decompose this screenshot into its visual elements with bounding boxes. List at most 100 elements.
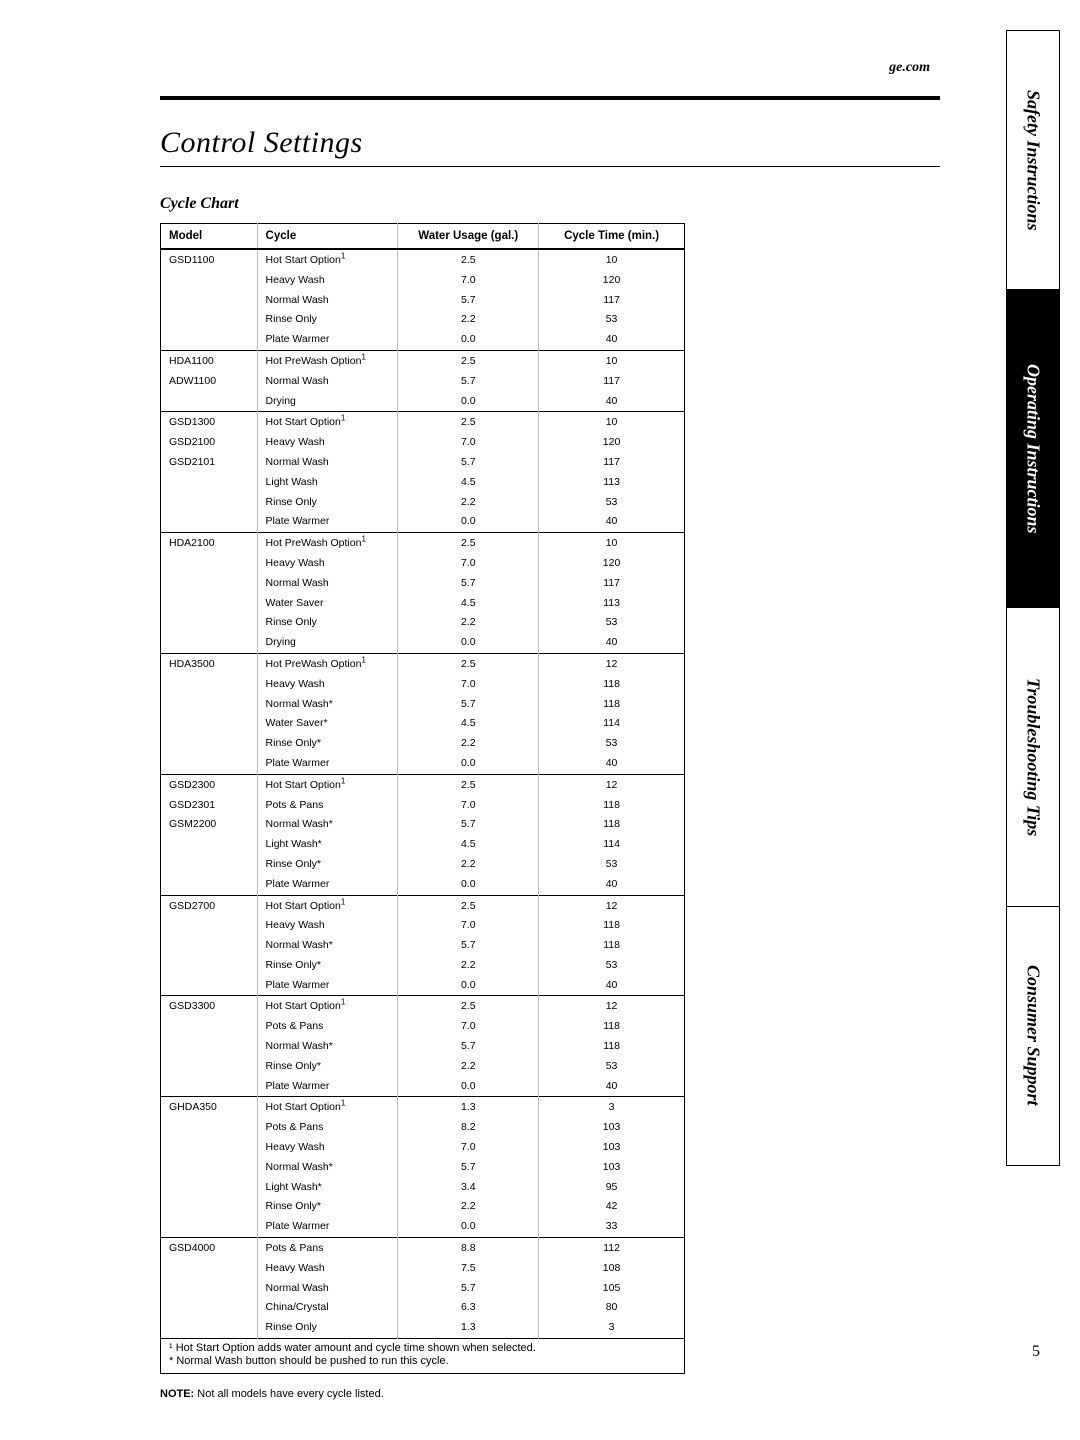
cell-model — [161, 754, 258, 774]
cell-time: 118 — [539, 815, 685, 835]
rule-thin — [160, 166, 940, 167]
cell-cycle: Rinse Only — [257, 613, 398, 633]
table-row: Normal Wash5.7117 — [161, 291, 685, 311]
table-row: Normal Wash*5.7103 — [161, 1158, 685, 1178]
cell-time: 10 — [539, 533, 685, 554]
cell-water: 5.7 — [398, 1037, 539, 1057]
cell-model: GSD4000 — [161, 1238, 258, 1259]
cell-water: 0.0 — [398, 633, 539, 653]
cell-time: 95 — [539, 1178, 685, 1198]
cell-water: 4.5 — [398, 473, 539, 493]
cell-model — [161, 613, 258, 633]
table-row: GSD2101Normal Wash5.7117 — [161, 453, 685, 473]
side-tab[interactable]: Troubleshooting Tips — [1006, 607, 1060, 907]
cell-time: 103 — [539, 1118, 685, 1138]
cell-model: ADW1100 — [161, 372, 258, 392]
table-row: GSD1300Hot Start Option12.510 — [161, 412, 685, 433]
cell-cycle: Plate Warmer — [257, 1077, 398, 1097]
cell-cycle: Plate Warmer — [257, 754, 398, 774]
table-row: GSD4000Pots & Pans8.8112 — [161, 1238, 685, 1259]
cell-model: GSD1300 — [161, 412, 258, 433]
table-row: GSD2300Hot Start Option12.512 — [161, 774, 685, 795]
cell-model — [161, 1318, 258, 1338]
side-tab[interactable]: Safety Instructions — [1006, 30, 1060, 290]
cell-cycle: Rinse Only* — [257, 734, 398, 754]
cell-model — [161, 875, 258, 895]
side-tab[interactable]: Consumer Support — [1006, 906, 1060, 1166]
cell-water: 2.5 — [398, 412, 539, 433]
cell-cycle: Plate Warmer — [257, 976, 398, 996]
cell-water: 7.5 — [398, 1259, 539, 1279]
table-row: Normal Wash5.7117 — [161, 574, 685, 594]
table-row: Rinse Only*2.253 — [161, 956, 685, 976]
table-row: Heavy Wash7.0103 — [161, 1138, 685, 1158]
cell-cycle: Hot Start Option1 — [257, 249, 398, 271]
footnote-1: ¹ Hot Start Option adds water amount and… — [169, 1342, 676, 1355]
cell-cycle: Normal Wash* — [257, 695, 398, 715]
cell-time: 120 — [539, 554, 685, 574]
cell-water: 7.0 — [398, 1017, 539, 1037]
cell-cycle: Hot PreWash Option1 — [257, 350, 398, 371]
cell-cycle: Hot Start Option1 — [257, 412, 398, 433]
side-tab[interactable]: Operating Instructions — [1006, 289, 1060, 609]
cell-cycle: China/Crystal — [257, 1298, 398, 1318]
table-row: GSD2100Heavy Wash7.0120 — [161, 433, 685, 453]
table-row: HDA3500Hot PreWash Option12.512 — [161, 653, 685, 674]
cell-cycle: Water Saver — [257, 594, 398, 614]
cell-water: 2.5 — [398, 653, 539, 674]
table-row: Light Wash4.5113 — [161, 473, 685, 493]
cell-water: 0.0 — [398, 1217, 539, 1237]
table-row: Normal Wash*5.7118 — [161, 936, 685, 956]
cell-time: 33 — [539, 1217, 685, 1237]
cell-water: 0.0 — [398, 330, 539, 350]
cell-model — [161, 1138, 258, 1158]
table-row: GSD3300Hot Start Option12.512 — [161, 996, 685, 1017]
cell-water: 2.5 — [398, 895, 539, 916]
cell-water: 2.2 — [398, 493, 539, 513]
cell-model — [161, 1057, 258, 1077]
cell-cycle: Rinse Only* — [257, 855, 398, 875]
cell-water: 2.5 — [398, 249, 539, 271]
cell-time: 80 — [539, 1298, 685, 1318]
cell-cycle: Light Wash* — [257, 1178, 398, 1198]
table-row: Plate Warmer0.040 — [161, 875, 685, 895]
cell-time: 40 — [539, 875, 685, 895]
table-row: GSD2700Hot Start Option12.512 — [161, 895, 685, 916]
cell-time: 3 — [539, 1097, 685, 1118]
cell-cycle: Pots & Pans — [257, 1118, 398, 1138]
cell-cycle: Heavy Wash — [257, 916, 398, 936]
section-subtitle: Cycle Chart — [160, 195, 940, 213]
table-row: Pots & Pans8.2103 — [161, 1118, 685, 1138]
cell-time: 113 — [539, 473, 685, 493]
cell-model — [161, 512, 258, 532]
cell-cycle: Hot Start Option1 — [257, 774, 398, 795]
table-row: HDA1100Hot PreWash Option12.510 — [161, 350, 685, 371]
cell-model: HDA1100 — [161, 350, 258, 371]
table-row: Pots & Pans7.0118 — [161, 1017, 685, 1037]
cell-cycle: Heavy Wash — [257, 433, 398, 453]
cell-time: 114 — [539, 714, 685, 734]
cell-time: 3 — [539, 1318, 685, 1338]
cell-cycle: Light Wash — [257, 473, 398, 493]
cell-cycle: Rinse Only* — [257, 1057, 398, 1077]
cell-cycle: Hot PreWash Option1 — [257, 653, 398, 674]
cell-water: 3.4 — [398, 1178, 539, 1198]
cell-time: 53 — [539, 956, 685, 976]
cell-model — [161, 956, 258, 976]
cell-time: 53 — [539, 1057, 685, 1077]
cell-water: 2.2 — [398, 613, 539, 633]
cell-model — [161, 835, 258, 855]
cell-time: 105 — [539, 1279, 685, 1299]
table-row: ADW1100Normal Wash5.7117 — [161, 372, 685, 392]
cell-time: 10 — [539, 249, 685, 271]
table-row: GSD2301Pots & Pans7.0118 — [161, 796, 685, 816]
cell-model — [161, 271, 258, 291]
cell-model — [161, 976, 258, 996]
cell-cycle: Normal Wash* — [257, 815, 398, 835]
table-row: Normal Wash*5.7118 — [161, 695, 685, 715]
cell-cycle: Plate Warmer — [257, 1217, 398, 1237]
cell-cycle: Pots & Pans — [257, 796, 398, 816]
cell-cycle: Pots & Pans — [257, 1238, 398, 1259]
cell-water: 2.5 — [398, 533, 539, 554]
table-row: Rinse Only*2.242 — [161, 1197, 685, 1217]
